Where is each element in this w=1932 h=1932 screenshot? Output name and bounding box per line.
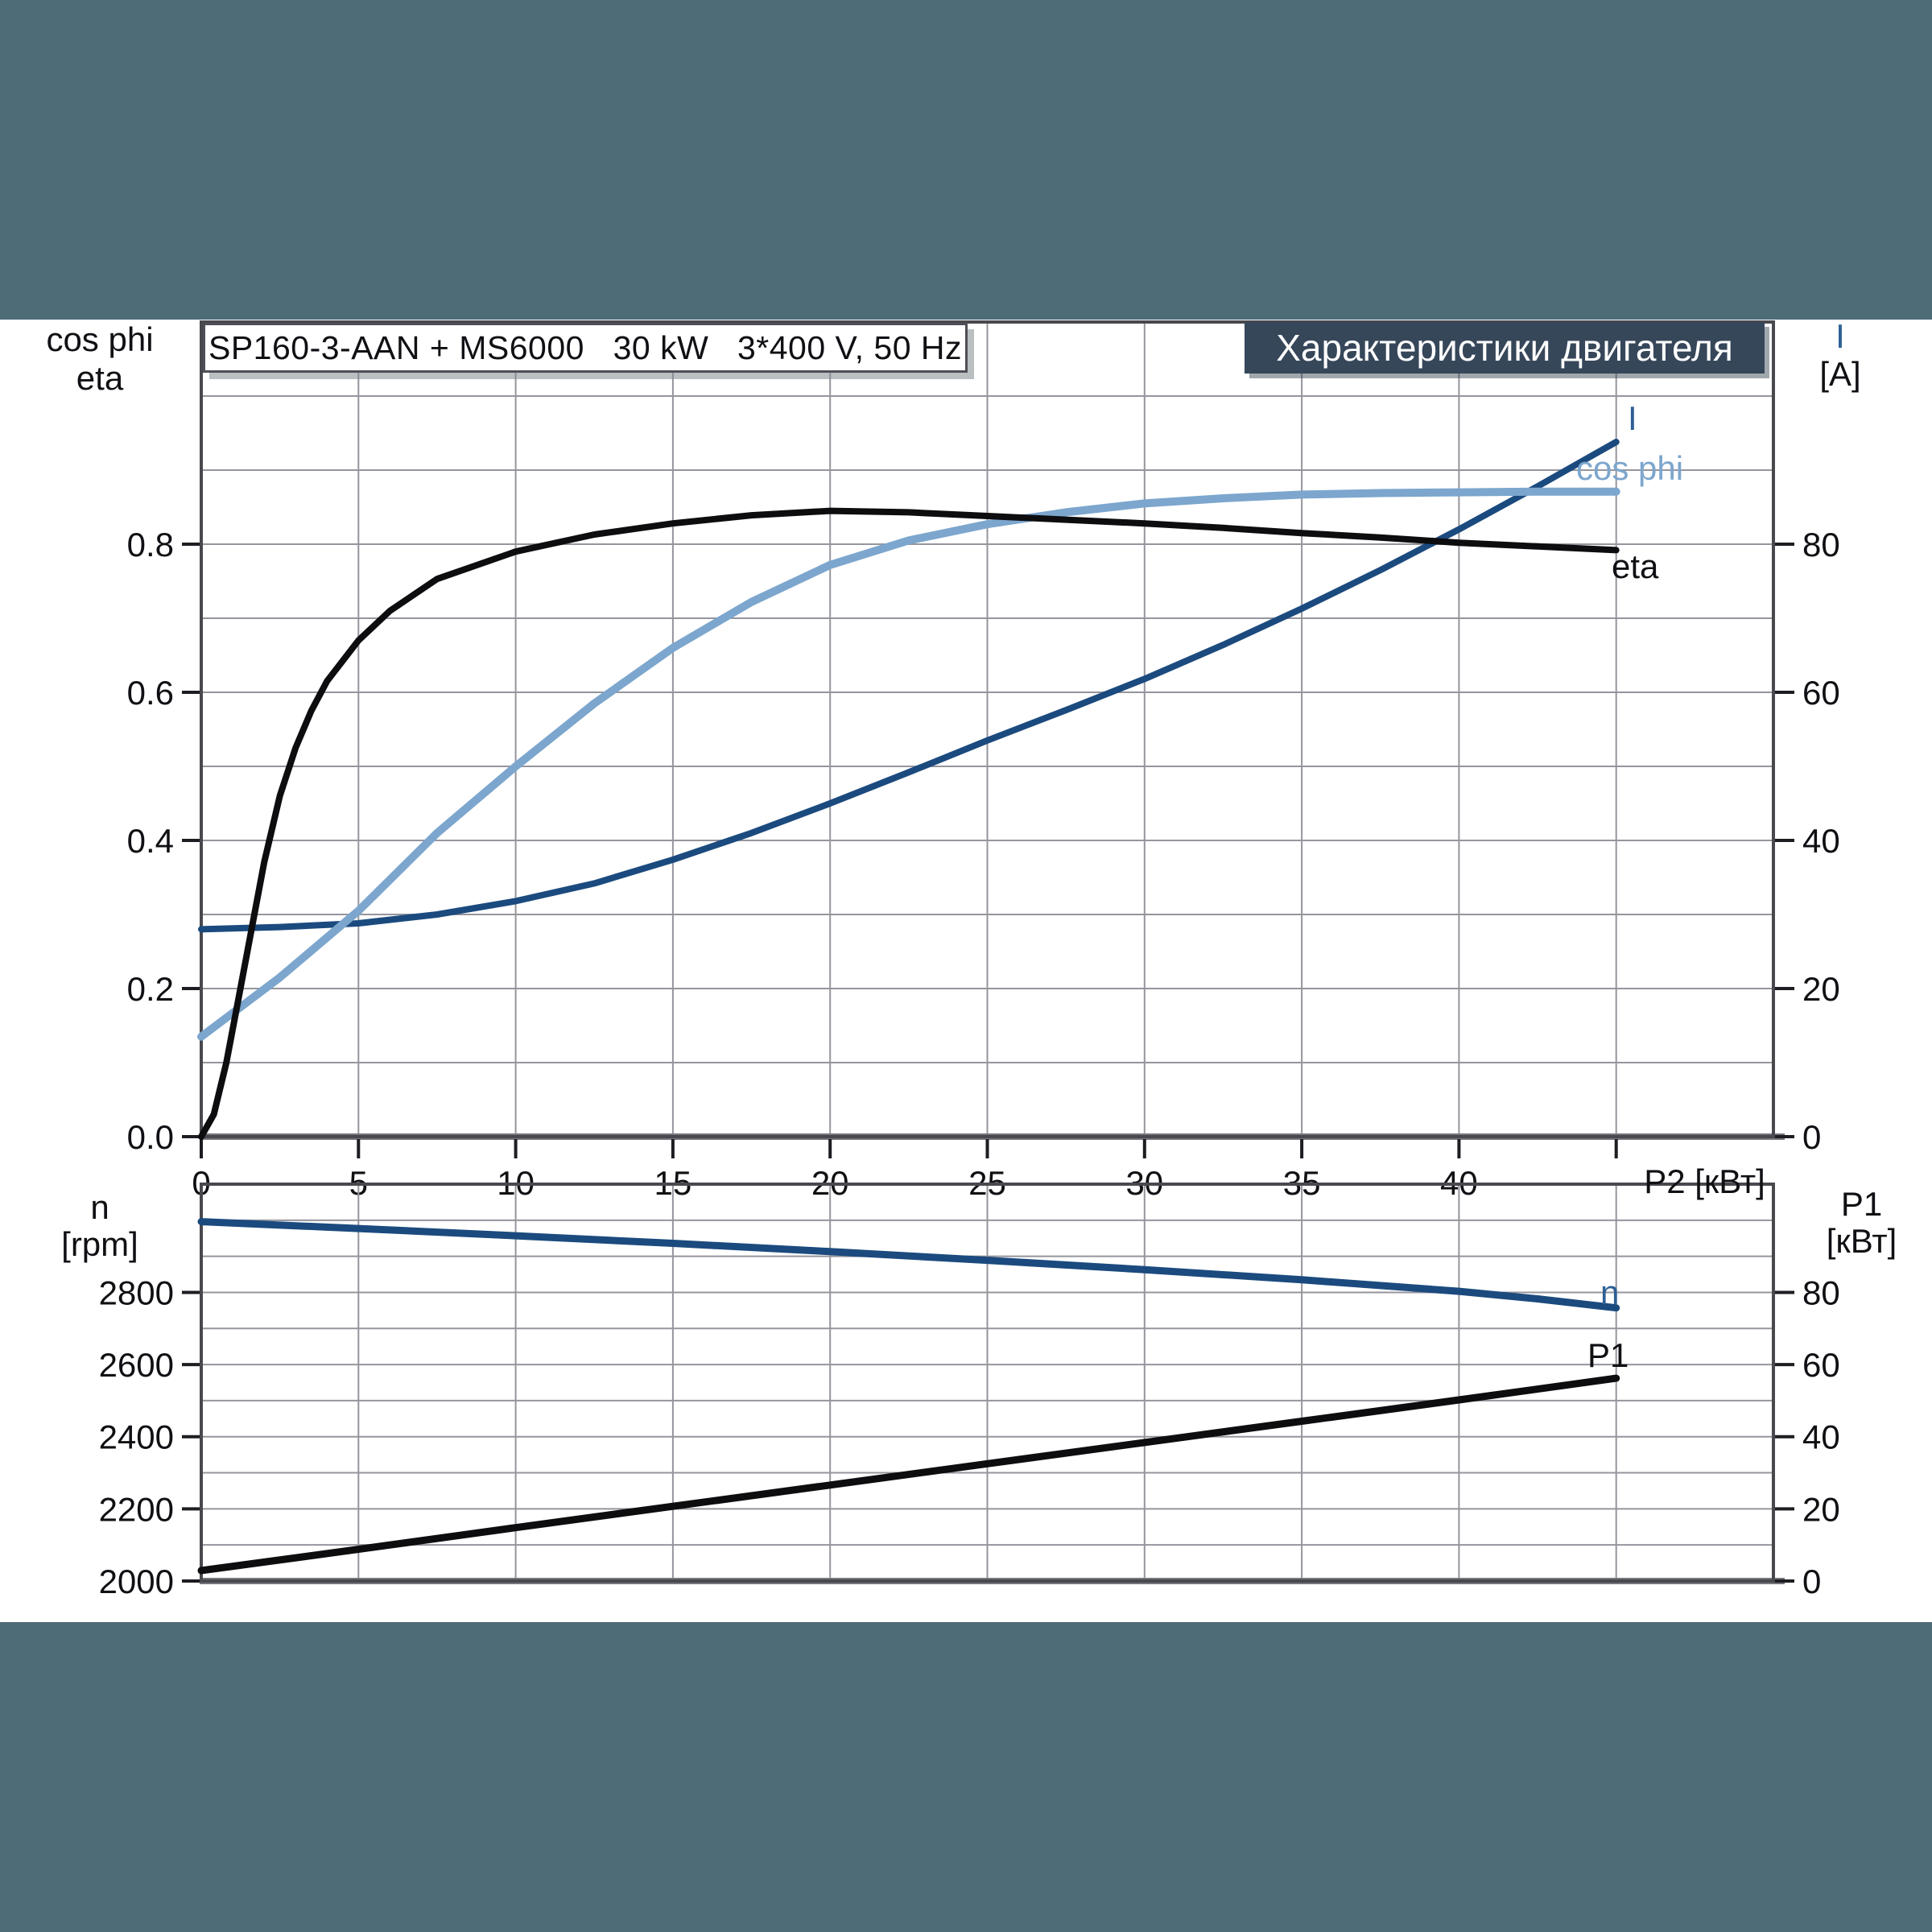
- background-band-top: [0, 0, 1932, 320]
- section-header-text: Характеристики двигателя: [1276, 327, 1733, 369]
- background-band-bottom: [0, 1622, 1932, 1932]
- y-right-tick-label: 60: [1802, 674, 1840, 712]
- bottom-right-axis-title-kw: [кВт]: [1826, 1222, 1897, 1260]
- section-header: Характеристики двигателя: [1245, 322, 1765, 374]
- y-left-tick-label: 2600: [99, 1346, 174, 1384]
- top-right-axis-title-unit-A: [A]: [1819, 355, 1861, 393]
- series-I: [198, 439, 1620, 933]
- y-right-tick-label: 80: [1802, 526, 1840, 564]
- series-n: [197, 1218, 1620, 1312]
- y-left-tick-label: 2800: [99, 1274, 174, 1311]
- curve-label-cosphi: cos phi: [1576, 449, 1684, 487]
- y-right-tick-label: 20: [1802, 1490, 1840, 1528]
- curve-label-I: I: [1628, 399, 1637, 437]
- plot-border: [200, 1183, 1775, 1583]
- y-left-tick-label: 0.2: [127, 970, 174, 1008]
- pump-title-text: SP160-3-AAN + MS6000 30 kW 3*400 V, 50 H…: [208, 328, 962, 366]
- y-right-tick-label: 80: [1802, 1274, 1840, 1311]
- y-right-tick-label: 40: [1802, 1418, 1840, 1456]
- top-left-axis-title-eta: eta: [76, 359, 124, 397]
- y-right-tick-label: 40: [1802, 822, 1840, 860]
- x-axis-title-P2: P2 [кВт]: [1644, 1162, 1765, 1200]
- y-left-tick-label: 0.6: [127, 674, 174, 712]
- y-left-tick-label: 0.4: [127, 822, 174, 860]
- series-P1: [197, 1374, 1620, 1575]
- y-left-tick-label: 2200: [99, 1490, 174, 1528]
- curve-label-eta: eta: [1612, 547, 1659, 585]
- y-left-tick-label: 2000: [99, 1563, 174, 1600]
- y-right-tick-label: 60: [1802, 1346, 1840, 1384]
- curve-label-n: n: [1600, 1274, 1620, 1311]
- y-left-tick-label: 2400: [99, 1418, 174, 1456]
- top-left-axis-title-cosphi: cos phi: [46, 320, 154, 358]
- y-right-tick-label: 0: [1802, 1118, 1821, 1156]
- plot-border: [200, 320, 1775, 1138]
- curve-label-P1: P1: [1587, 1336, 1629, 1374]
- bottom-left-axis-title-rpm: [rpm]: [61, 1225, 138, 1263]
- bottom-right-axis-title-P1: P1: [1840, 1185, 1883, 1223]
- series-cos-phi: [197, 487, 1620, 1041]
- top-right-axis-title-I: I: [1835, 317, 1845, 355]
- y-left-tick-label: 0.8: [127, 526, 174, 564]
- y-right-tick-label: 20: [1802, 970, 1840, 1008]
- bottom-left-axis-title-n: n: [90, 1188, 109, 1226]
- y-left-tick-label: 0.0: [127, 1118, 174, 1156]
- pump-title-box: SP160-3-AAN + MS6000 30 kW 3*400 V, 50 H…: [203, 323, 968, 373]
- y-right-tick-label: 0: [1802, 1563, 1821, 1600]
- series-eta: [198, 507, 1620, 1140]
